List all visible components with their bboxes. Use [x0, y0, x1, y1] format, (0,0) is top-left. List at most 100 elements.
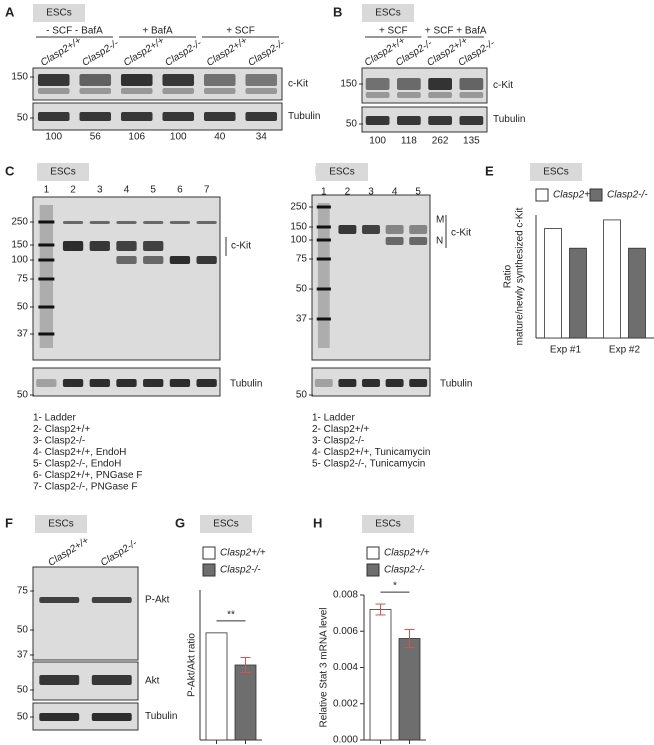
- marker-label: 75: [17, 274, 29, 285]
- band: [428, 78, 452, 90]
- quantification: 106: [128, 132, 145, 143]
- band: [385, 225, 404, 234]
- ladder-band: [38, 258, 55, 262]
- ladder-band: [38, 243, 55, 247]
- band: [79, 74, 112, 86]
- band: [143, 379, 164, 387]
- marker-label: 250: [11, 217, 28, 228]
- group-label: + SCF: [226, 26, 255, 37]
- quantification: 135: [463, 136, 480, 147]
- blot: [32, 67, 283, 101]
- y-tick-label: 0.004: [333, 662, 358, 673]
- panel-label: H: [313, 515, 322, 530]
- bar: [628, 247, 646, 339]
- quantification: 262: [432, 136, 449, 147]
- ladder-band: [316, 317, 331, 321]
- ladder: [39, 205, 54, 348]
- band: [62, 241, 84, 251]
- lane-number: 7: [204, 185, 210, 196]
- bar: [603, 219, 621, 339]
- lane-label: Clasp2+/+: [46, 535, 91, 569]
- x-tick-label: Exp #1: [550, 345, 582, 356]
- panel-label: G: [175, 515, 185, 530]
- band: [409, 237, 428, 245]
- legend-label: Clasp2-/-: [384, 565, 425, 576]
- band: [385, 379, 404, 387]
- group-label: + SCF: [379, 26, 408, 37]
- quantification: 34: [256, 132, 268, 143]
- error-bar: [404, 628, 415, 649]
- band-mark: N: [436, 236, 443, 247]
- legend-line: 5- Clasp2-/-, EndoH: [33, 459, 121, 470]
- panel-label: C: [5, 163, 15, 178]
- band: [196, 221, 217, 224]
- marker-label: 150: [340, 79, 357, 90]
- band: [120, 74, 153, 86]
- marker-label: 50: [17, 712, 29, 723]
- y-axis-label: mature/newly synthesized c-Kit: [515, 207, 526, 345]
- band: [89, 221, 110, 224]
- cell-box: [316, 163, 368, 181]
- legend-swatch: [589, 188, 603, 202]
- lane-number: 5: [415, 187, 421, 198]
- band: [36, 379, 57, 387]
- band: [196, 379, 217, 387]
- band: [428, 92, 452, 98]
- lane-label: Clasp2+/+: [122, 35, 167, 69]
- band: [365, 78, 390, 90]
- group-label: + BafA: [142, 26, 173, 37]
- legend-swatch: [202, 546, 216, 560]
- band: [203, 88, 236, 94]
- marker-label: 75: [17, 586, 29, 597]
- lane-number: 2: [70, 185, 76, 196]
- marker-label: 75: [296, 254, 308, 265]
- y-tick-label: 0.000: [333, 735, 358, 745]
- panel-label: E: [485, 163, 494, 178]
- band: [245, 112, 278, 121]
- lane-number: 2: [345, 187, 351, 198]
- error-bar: [375, 603, 386, 616]
- marker-label: 50: [17, 302, 29, 313]
- blot-label: Tubulin: [288, 111, 320, 122]
- legend-line: 7- Clasp2-/-, PNGase F: [33, 482, 137, 493]
- band: [143, 256, 164, 264]
- band: [62, 379, 84, 387]
- blot: [32, 566, 139, 661]
- lane-label: Clasp2-/-: [80, 38, 121, 69]
- band: [459, 92, 484, 98]
- cell-box: [35, 515, 87, 533]
- band: [245, 74, 278, 86]
- legend-swatch: [202, 563, 216, 577]
- cell-label: ESCs: [48, 519, 74, 530]
- marker-label: 150: [290, 222, 307, 233]
- band: [169, 221, 191, 224]
- band: [79, 88, 112, 94]
- band: [365, 92, 390, 98]
- band: [143, 221, 164, 224]
- bar: [205, 632, 228, 741]
- band-mark: M: [436, 215, 444, 226]
- band: [459, 78, 484, 90]
- band: [120, 88, 153, 94]
- marker-label: 150: [11, 72, 28, 83]
- cell-box: [33, 4, 85, 22]
- panel-label: A: [5, 4, 15, 19]
- blot-label: Akt: [145, 676, 160, 687]
- ladder-band: [38, 220, 55, 224]
- cell-box: [362, 4, 414, 22]
- band: [169, 256, 191, 264]
- quantification: 118: [401, 136, 417, 147]
- marker-label: 100: [290, 235, 307, 246]
- lane-label: Clasp2-/-: [99, 538, 140, 569]
- marker-label: 50: [346, 119, 358, 130]
- band: [116, 379, 137, 387]
- lane-number: 4: [124, 185, 130, 196]
- band: [116, 221, 137, 224]
- bar: [398, 638, 421, 741]
- band: [39, 597, 80, 603]
- legend-line: 5- Clasp2-/-, Tunicamycin: [312, 459, 425, 470]
- blot: [32, 102, 283, 131]
- cell-label: ESCs: [375, 519, 401, 530]
- band: [37, 112, 70, 121]
